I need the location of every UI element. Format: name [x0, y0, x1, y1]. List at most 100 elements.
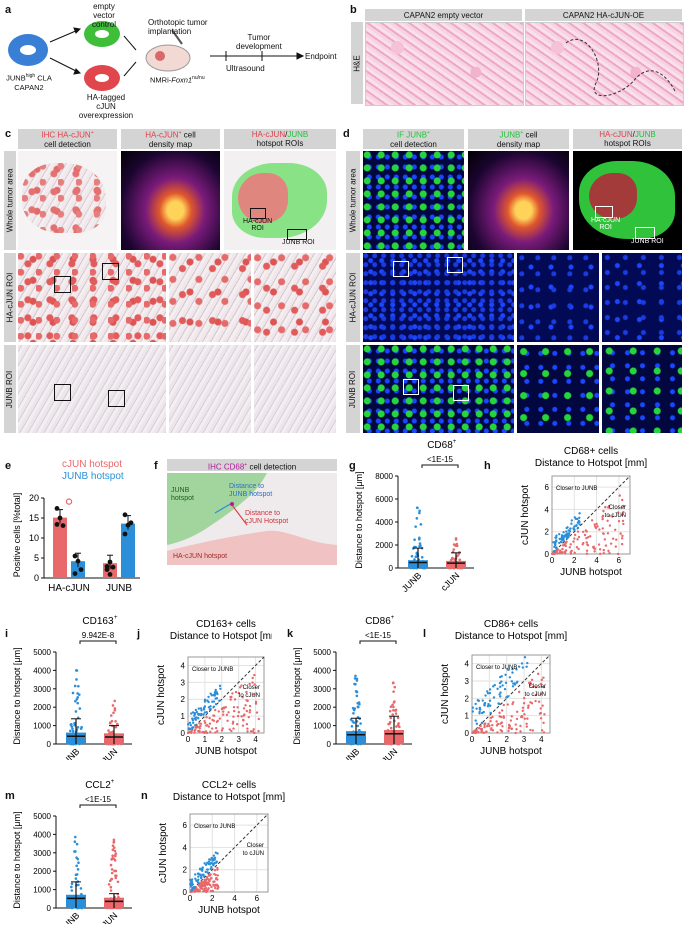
col-header-ha-cjun-oe: CAPAN2 HA-cJUN-OE — [525, 9, 682, 21]
scatter-point-cjun — [253, 673, 256, 677]
scatter-point-junb — [213, 856, 217, 860]
scatter-point-junb — [554, 540, 557, 544]
strip-xtick-label: cJUN — [97, 746, 120, 760]
scatter-point-junb — [561, 534, 564, 538]
scatter-point-cjun — [539, 682, 543, 686]
scatter-point-junb — [511, 671, 514, 674]
strip-point — [354, 674, 357, 678]
strip-point — [112, 711, 115, 715]
scatter-point-junb — [570, 519, 573, 522]
scatter-frame — [471, 654, 551, 734]
scatter-point-junb — [554, 543, 557, 546]
scatter-point-junb — [203, 698, 207, 702]
c-whole-hotspot: HA-cJUN ROI JUNB ROI — [224, 151, 336, 250]
scatter-point-junb — [567, 535, 570, 539]
scatter-point-cjun — [222, 707, 226, 710]
scatter-point-cjun — [204, 887, 208, 890]
scatter-point-cjun — [554, 552, 558, 555]
scatter-point-cjun — [220, 707, 224, 711]
scatter-point-cjun — [203, 721, 207, 725]
scatter-point-junb — [570, 522, 573, 525]
scatter-point-cjun — [248, 704, 252, 708]
scatter-point-cjun — [539, 717, 543, 720]
e-point — [107, 559, 113, 565]
strip-point — [113, 859, 117, 862]
scatter-point-cjun — [559, 549, 562, 552]
scatter-point-junb — [205, 868, 209, 871]
scatter-note-cjun-2: to cJUN — [239, 693, 260, 699]
strip-point — [75, 864, 79, 868]
scatter-point-junb — [526, 661, 529, 665]
scatter-point-cjun — [507, 723, 511, 727]
scatter-point-cjun — [198, 727, 201, 730]
scatter-point-cjun — [211, 889, 215, 893]
strip-point — [113, 849, 117, 853]
scatter-point-junb — [206, 871, 209, 874]
panel-letter-e: e — [5, 460, 12, 472]
scatter-point-junb — [483, 703, 486, 707]
scatter-ytick-label: 0 — [181, 729, 186, 738]
scatter-point-cjun — [510, 727, 514, 730]
scatter-point-junb — [508, 676, 512, 679]
e-point — [54, 506, 60, 511]
scatter-point-junb — [209, 867, 212, 871]
scatter-note-cjun-1: Closer — [243, 685, 260, 691]
scatter-point-cjun — [221, 713, 225, 716]
scatter-point-junb — [499, 695, 502, 698]
scatter-point-junb — [206, 861, 209, 865]
d-row-junb: JUNB ROI — [346, 345, 360, 433]
scatter-point-junb — [200, 709, 203, 712]
scatter-point-cjun — [569, 543, 572, 546]
strip-point — [107, 883, 111, 886]
strip-point — [355, 694, 359, 698]
scatter-point-cjun — [490, 728, 493, 731]
scatter-ytick-label: 6 — [183, 821, 188, 830]
strip-point — [74, 850, 77, 853]
e-ytick-label: 10 — [29, 533, 39, 543]
strip-point — [388, 720, 392, 724]
strip-point — [392, 690, 395, 693]
strip-point — [76, 692, 79, 695]
scatter-ytick-label: 0 — [545, 550, 550, 559]
strip-ylabel: Distance to hotspot [μm] — [12, 647, 22, 744]
chart-i-strip: CD163 +9.942E-8 0 1000 2000 3000 4000 5000 Dista… — [12, 615, 132, 760]
d-junb-zoom-1 — [517, 345, 599, 433]
scatter-point-junb — [199, 707, 203, 710]
scatter-point-cjun — [509, 719, 513, 722]
scatter-point-junb — [576, 521, 580, 524]
strip-point — [389, 716, 393, 720]
scatter-xtick-label: 0 — [188, 894, 193, 903]
scatter-ytick-label: 6 — [545, 483, 550, 492]
c-hacjun-zoom-1 — [169, 253, 251, 342]
scatter-point-junb — [572, 527, 575, 530]
strip-title: CD86 — [365, 616, 391, 627]
scatter-point-cjun — [536, 672, 540, 676]
strip-title-sup: + — [391, 615, 395, 621]
strip-point — [389, 705, 393, 708]
scatter-point-junb — [565, 530, 568, 533]
scatter-point-cjun — [489, 720, 492, 723]
scatter-point-junb — [489, 711, 492, 715]
scatter-point-junb — [200, 867, 203, 871]
strip-xtick-label: JUNB — [58, 910, 82, 924]
scatter-point-cjun — [502, 716, 506, 719]
strip-xtick-label: cJUN — [377, 746, 400, 760]
scatter-point-junb — [493, 683, 496, 687]
strip-point — [113, 854, 117, 857]
scatter-point-cjun — [495, 724, 499, 727]
workflow-diagram — [8, 21, 305, 91]
scatter-point-cjun — [251, 730, 255, 733]
scatter-point-junb — [475, 707, 478, 710]
scatter-point-cjun — [248, 711, 251, 714]
scatter-point-cjun — [216, 885, 219, 888]
c-header-density: HA-cJUN+ cell density map — [121, 129, 220, 149]
scatter-point-junb — [554, 536, 557, 539]
scatter-ytick-label: 3 — [181, 678, 186, 687]
scatter-note-junb: Closer to JUNB — [192, 667, 233, 673]
strip-point — [394, 709, 397, 712]
scatter-xtick-label: 0 — [470, 735, 475, 744]
f-dist-cjun-1: Distance to — [245, 510, 281, 517]
scatter-point-junb — [562, 531, 565, 534]
d-whole-if — [363, 151, 464, 250]
scatter-point-cjun — [214, 731, 217, 734]
